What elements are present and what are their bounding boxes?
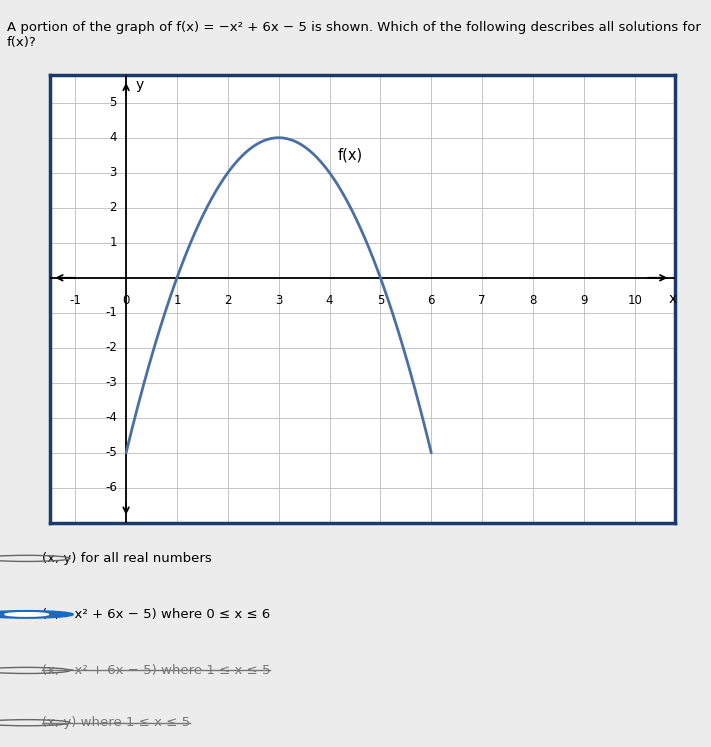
Text: 8: 8 — [529, 294, 537, 306]
Text: 3: 3 — [275, 294, 282, 306]
Text: 0: 0 — [122, 294, 130, 306]
Text: -4: -4 — [105, 412, 117, 424]
Text: -1: -1 — [105, 306, 117, 319]
Text: 2: 2 — [109, 201, 117, 214]
Circle shape — [0, 610, 73, 619]
Text: 5: 5 — [109, 96, 117, 109]
Text: A portion of the graph of f(x) = −x² + 6x − 5 is shown. Which of the following d: A portion of the graph of f(x) = −x² + 6… — [7, 22, 701, 49]
Text: -1: -1 — [69, 294, 81, 306]
Text: 5: 5 — [377, 294, 384, 306]
Text: 7: 7 — [479, 294, 486, 306]
Circle shape — [5, 613, 48, 616]
Text: 9: 9 — [580, 294, 587, 306]
Text: 4: 4 — [326, 294, 333, 306]
Text: 2: 2 — [224, 294, 232, 306]
Text: -6: -6 — [105, 481, 117, 495]
Text: 3: 3 — [109, 167, 117, 179]
Text: 1: 1 — [173, 294, 181, 306]
Text: 6: 6 — [427, 294, 435, 306]
Text: (x, y) for all real numbers: (x, y) for all real numbers — [42, 552, 212, 565]
Text: x: x — [669, 292, 677, 306]
Text: (x, y) where 1 ≤ x ≤ 5: (x, y) where 1 ≤ x ≤ 5 — [42, 716, 190, 729]
Text: y: y — [135, 78, 144, 92]
Text: -3: -3 — [105, 376, 117, 389]
Text: (x, −x² + 6x − 5) where 1 ≤ x ≤ 5: (x, −x² + 6x − 5) where 1 ≤ x ≤ 5 — [42, 664, 270, 677]
Text: 1: 1 — [109, 236, 117, 249]
Text: f(x): f(x) — [337, 148, 363, 163]
Text: 10: 10 — [627, 294, 642, 306]
Text: (x, −x² + 6x − 5) where 0 ≤ x ≤ 6: (x, −x² + 6x − 5) where 0 ≤ x ≤ 6 — [42, 608, 270, 621]
Text: -2: -2 — [105, 341, 117, 354]
Text: -5: -5 — [105, 447, 117, 459]
Text: 4: 4 — [109, 131, 117, 144]
